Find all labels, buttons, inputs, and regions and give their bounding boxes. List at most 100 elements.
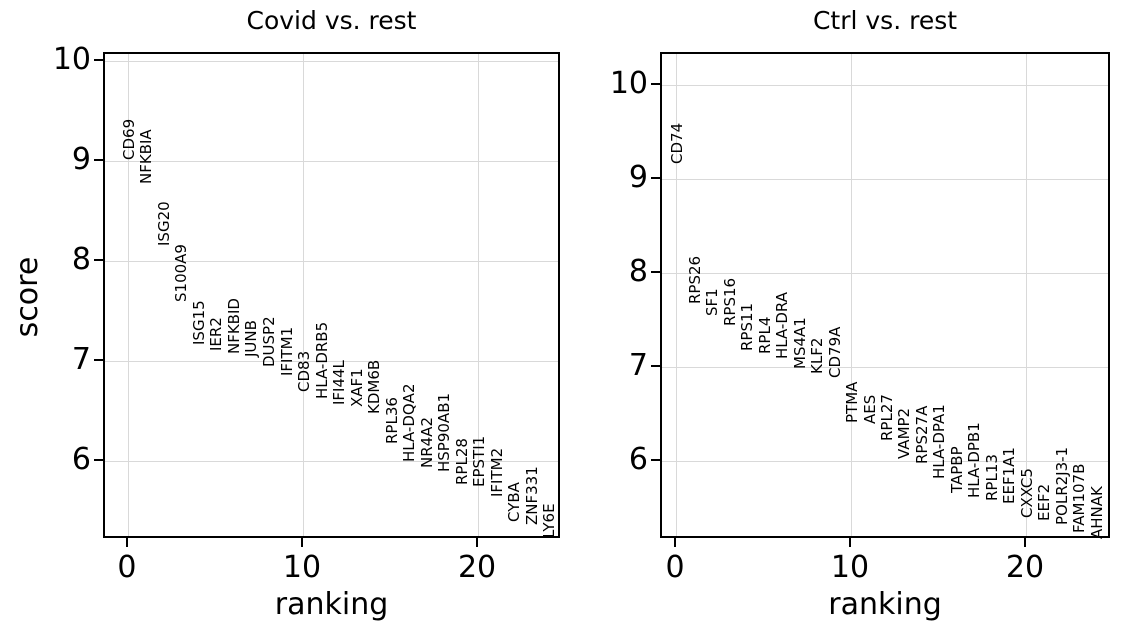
panel-title-covid: Covid vs. rest (246, 6, 417, 35)
gene-label-hla-dra: HLA-DRA (773, 291, 792, 359)
gene-label-nr4a2: NR4A2 (417, 417, 436, 468)
y-tick-label: 9 (71, 142, 91, 177)
x-gridline (478, 54, 480, 536)
plot-area-covid: CD69 NFKBIA ISG20 S100A9 ISG15 IER2 NFKBID JUNB… (103, 52, 560, 538)
x-tick-label: 10 (830, 550, 870, 585)
gene-label-nfkbia: NFKBIA (137, 129, 156, 184)
x-tick-mark (301, 538, 303, 547)
y-gridline (662, 460, 1108, 462)
x-tick-label: 10 (282, 550, 322, 585)
gene-label-hla-dpb1: HLA-DPB1 (965, 421, 984, 498)
gene-label-ier2: IER2 (207, 317, 226, 351)
x-axis-label-ranking-left: ranking (274, 587, 389, 622)
x-gridline (127, 54, 129, 536)
y-tick-label: 7 (71, 342, 91, 377)
gene-label-rps11: RPS11 (738, 302, 757, 352)
x-gridline (1025, 54, 1027, 536)
y-gridline (662, 366, 1108, 368)
x-axis-label-ranking-right: ranking (828, 587, 942, 622)
gene-label-znf331: ZNF331 (522, 466, 541, 525)
y-gridline (662, 178, 1108, 180)
x-gridline (303, 54, 304, 536)
gene-label-sf1: SF1 (703, 288, 722, 317)
gene-label-rps26: RPS26 (685, 255, 704, 305)
gene-label-rpl13: RPL13 (982, 453, 1001, 501)
gene-label-ptma: PTMA (843, 382, 861, 424)
x-tick-label: 0 (665, 550, 685, 585)
gene-label-cyba: CYBA (505, 482, 524, 522)
gene-label-hla-dpa1: HLA-DPA1 (930, 404, 949, 479)
y-tick-mark (94, 59, 103, 61)
gene-label-isg20: ISG20 (154, 201, 173, 246)
gene-label-vamp2: VAMP2 (895, 408, 914, 460)
x-tick-mark (849, 538, 851, 547)
x-tick-mark (1023, 538, 1026, 547)
gene-label-ahnak: AHNAK (1087, 486, 1106, 540)
gene-label-cd69: CD69 (119, 118, 138, 160)
y-tick-label: 10 (609, 65, 648, 101)
y-tick-label: 9 (628, 159, 648, 195)
y-tick-label: 6 (628, 441, 648, 477)
gene-label-ifitm2: IFITM2 (487, 447, 506, 497)
gene-label-ifitm1: IFITM1 (277, 326, 296, 376)
y-gridline (105, 161, 558, 162)
panel-title-ctrl: Ctrl vs. rest (812, 6, 958, 35)
gene-label-hsp90ab1: HSP90AB1 (435, 392, 454, 472)
y-tick-label: 8 (628, 253, 648, 289)
x-tick-mark (125, 538, 128, 547)
gene-label-rps27a: RPS27A (912, 405, 931, 464)
x-tick-mark (476, 538, 479, 547)
gene-label-klf2: KLF2 (808, 337, 826, 374)
y-tick-label: 10 (52, 42, 91, 77)
gene-label-hla-dqa2: HLA-DQA2 (400, 383, 419, 463)
gene-label-kdm6b: KDM6B (365, 359, 384, 414)
gene-label-cd79a: CD79A (825, 326, 844, 379)
gene-label-eef1a1: EEF1A1 (1000, 447, 1019, 505)
plot-area-ctrl: CD74 RPS26 SF1 RPS16 RPS11 RPL4 HLA-DRA MS4A1 KL… (660, 52, 1110, 540)
gene-label-xaf1: XAF1 (347, 368, 366, 407)
gene-label-dusp2: DUSP2 (260, 316, 278, 367)
gene-label-ly6e: LY6E (540, 503, 559, 538)
x-tick-mark (674, 538, 677, 547)
y-gridline (662, 84, 1108, 86)
x-tick-label: 20 (457, 550, 497, 585)
gene-label-ms4a1: MS4A1 (790, 317, 809, 369)
gene-label-cd83: CD83 (295, 350, 313, 392)
y-tick-mark (94, 459, 103, 461)
gene-label-rpl27: RPL27 (878, 394, 896, 442)
gene-label-nfkbid: NFKBID (224, 298, 243, 354)
gene-label-polr2j3-1: POLR2J3-1 (1052, 446, 1071, 525)
gene-label-hla-drb5: HLA-DRB5 (312, 321, 331, 399)
gene-label-rpl28: RPL28 (452, 438, 471, 485)
y-gridline (105, 361, 558, 362)
gene-label-s100a9: S100A9 (172, 244, 191, 302)
y-tick-mark (651, 270, 660, 273)
y-tick-label: 7 (628, 347, 648, 383)
gene-label-ifi44l: IFI44L (330, 360, 348, 405)
y-tick-mark (651, 364, 660, 367)
gene-label-isg15: ISG15 (189, 300, 208, 345)
y-gridline (105, 261, 558, 262)
y-tick-label: 8 (71, 242, 91, 277)
gene-label-fam107b: FAM107B (1070, 464, 1089, 534)
x-tick-label: 20 (1005, 550, 1045, 585)
y-tick-mark (94, 259, 103, 261)
y-tick-mark (94, 159, 103, 161)
gene-label-rpl36: RPL36 (382, 397, 401, 444)
gene-label-tapbp: TAPBP (947, 446, 966, 493)
x-gridline (676, 54, 678, 536)
gene-label-epsti1: EPSTI1 (470, 435, 489, 487)
y-tick-mark (651, 82, 660, 85)
y-gridline (105, 461, 558, 462)
x-tick-label: 0 (117, 550, 137, 585)
y-gridline (105, 61, 558, 62)
y-gridline (662, 272, 1108, 274)
gene-label-junb: JUNB (242, 320, 261, 357)
gene-label-aes: AES (860, 395, 879, 425)
gene-label-rps16: RPS16 (720, 277, 739, 326)
gene-label-eef2: EEF2 (1035, 484, 1054, 522)
y-tick-label: 6 (71, 442, 91, 477)
y-tick-mark (651, 458, 660, 461)
y-tick-mark (94, 359, 103, 361)
